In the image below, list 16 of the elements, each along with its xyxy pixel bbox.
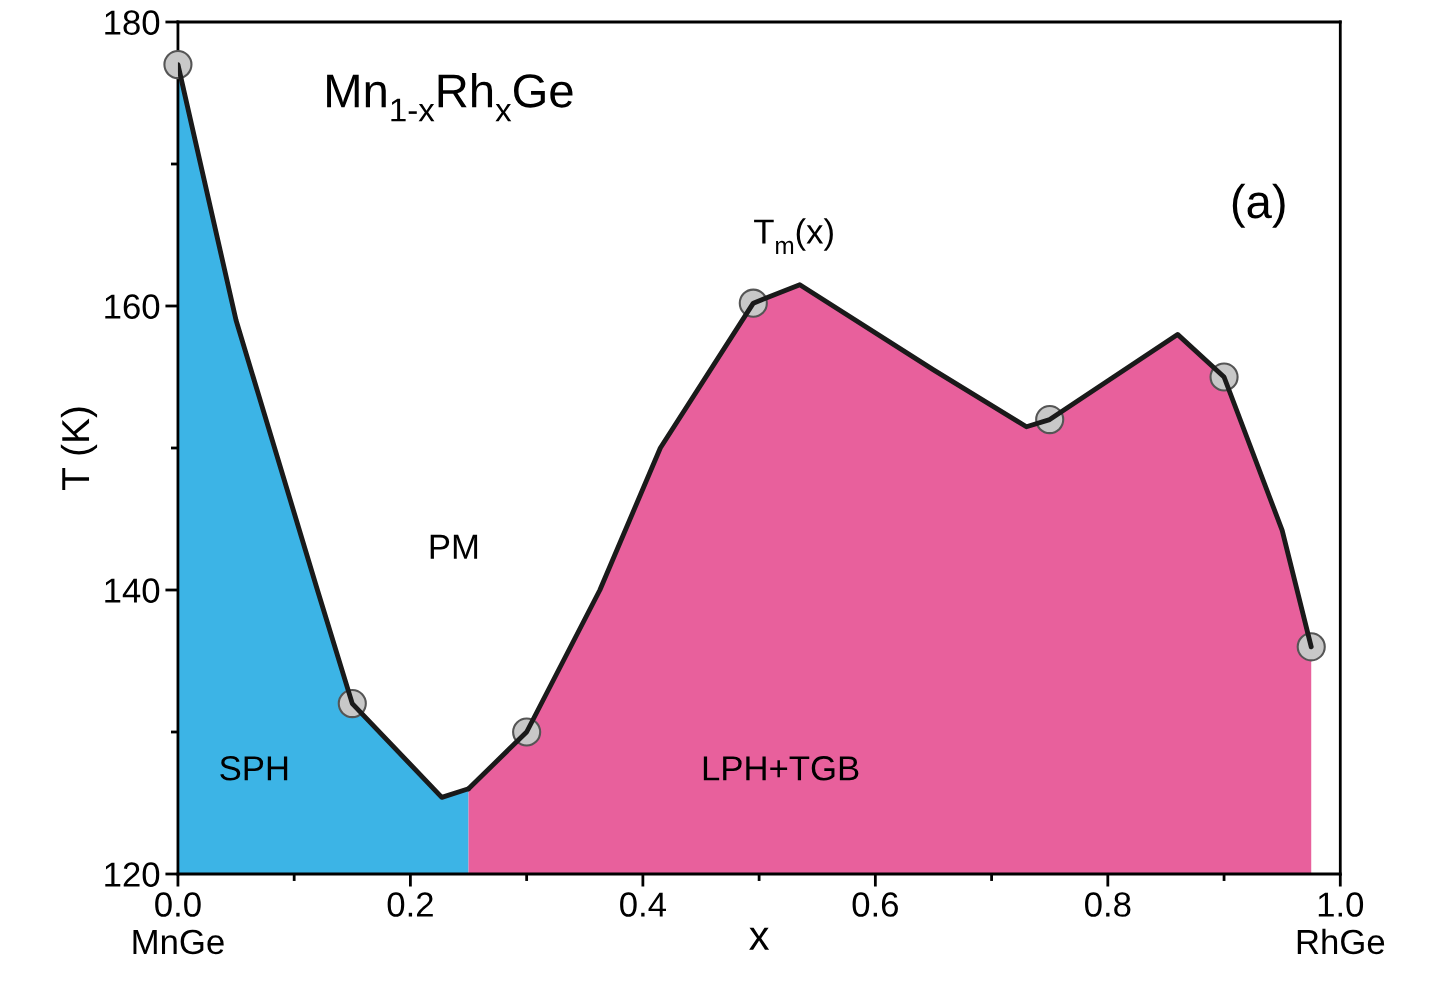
y-tick-label: 120 — [105, 862, 160, 887]
annotation: PM — [430, 534, 478, 559]
annotation: LPH+TGB — [703, 756, 859, 781]
annotation: SPH — [220, 756, 288, 781]
x-tick-label: 0.4 — [620, 892, 666, 917]
y-tick-label: 180 — [105, 10, 160, 35]
x-tick-label: 0.8 — [1085, 892, 1131, 917]
x-tick-label: 0.0 MnGe — [133, 892, 224, 955]
y-tick-label: 160 — [105, 294, 160, 319]
x-axis-title: x — [749, 927, 770, 950]
annotation: (a) — [1232, 183, 1285, 228]
x-tick-label: 0.6 — [852, 892, 898, 917]
y-axis-title: T (K) — [60, 407, 98, 490]
x-tick-label: 1.0 RhGe — [1297, 892, 1385, 955]
y-tick-label: 140 — [105, 578, 160, 603]
x-tick-label: 0.2 — [387, 892, 433, 917]
